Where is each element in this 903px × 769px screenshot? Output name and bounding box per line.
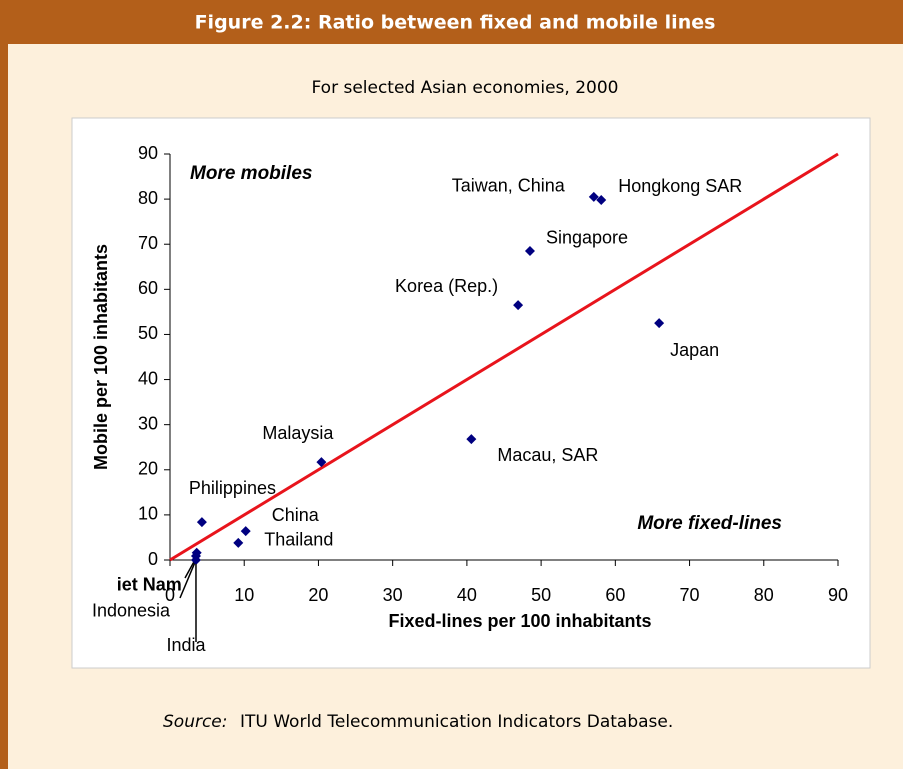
point-label: Indonesia [92, 601, 171, 621]
point [466, 434, 477, 445]
x-tick-label: 80 [754, 585, 774, 605]
x-tick-label: 40 [457, 585, 477, 605]
diagonal-line [169, 152, 839, 562]
y-tick-label: 70 [138, 233, 158, 253]
point [316, 457, 327, 468]
point-label: Korea (Rep.) [395, 276, 498, 296]
point-label: Singapore [546, 228, 628, 248]
left-border [0, 0, 8, 769]
y-tick-label: 40 [138, 368, 158, 388]
x-tick-label: 0 [165, 585, 175, 605]
x-tick-label: 20 [308, 585, 328, 605]
point [196, 517, 207, 528]
source-label: Source: [163, 712, 228, 732]
point-label: Hongkong SAR [618, 176, 742, 196]
point-label: Taiwan, China [452, 176, 566, 196]
source: ITU World Telecommunication Indicators D… [240, 712, 673, 732]
point [524, 245, 535, 256]
point-label: Macau, SAR [497, 445, 598, 465]
x-tick-label: 10 [234, 585, 254, 605]
title-bar [0, 0, 903, 44]
annotation: More fixed-lines [637, 513, 782, 534]
point [233, 537, 244, 548]
y-tick-label: 0 [148, 549, 158, 569]
y-tick-label: 80 [138, 188, 158, 208]
y-tick-label: 20 [138, 459, 158, 479]
point-label: Thailand [264, 530, 333, 550]
subtitle: For selected Asian economies, 2000 [312, 78, 619, 98]
point-label: India [166, 635, 206, 655]
label-arrow [179, 559, 197, 599]
point-label: Japan [670, 340, 719, 360]
y-tick-label: 90 [138, 143, 158, 163]
x-tick-label: 70 [680, 585, 700, 605]
chart-panel [71, 117, 871, 669]
point [654, 318, 665, 329]
point-label: Malaysia [262, 423, 334, 443]
x-axis-label: Fixed-lines per 100 inhabitants [388, 611, 651, 631]
point-label: China [272, 505, 320, 525]
x-tick-label: 60 [605, 585, 625, 605]
point [588, 191, 599, 202]
point-label: iet Nam [117, 575, 182, 595]
point [513, 300, 524, 311]
point-label: Philippines [189, 478, 276, 498]
point [240, 526, 251, 537]
x-tick-label: 90 [828, 585, 848, 605]
x-tick-label: 50 [531, 585, 551, 605]
point [596, 195, 607, 206]
annotation: More mobiles [190, 163, 312, 184]
y-tick-label: 30 [138, 413, 158, 433]
point [190, 555, 201, 565]
x-tick-label: 30 [383, 585, 403, 605]
y-tick-label: 10 [138, 504, 158, 524]
y-tick-label: 60 [138, 278, 158, 298]
y-tick-label: 50 [138, 323, 158, 343]
figure-title: Figure 2.2: Ratio between fixed and mobi… [195, 12, 716, 34]
y-axis-label: Mobile per 100 inhabitants [91, 244, 111, 470]
